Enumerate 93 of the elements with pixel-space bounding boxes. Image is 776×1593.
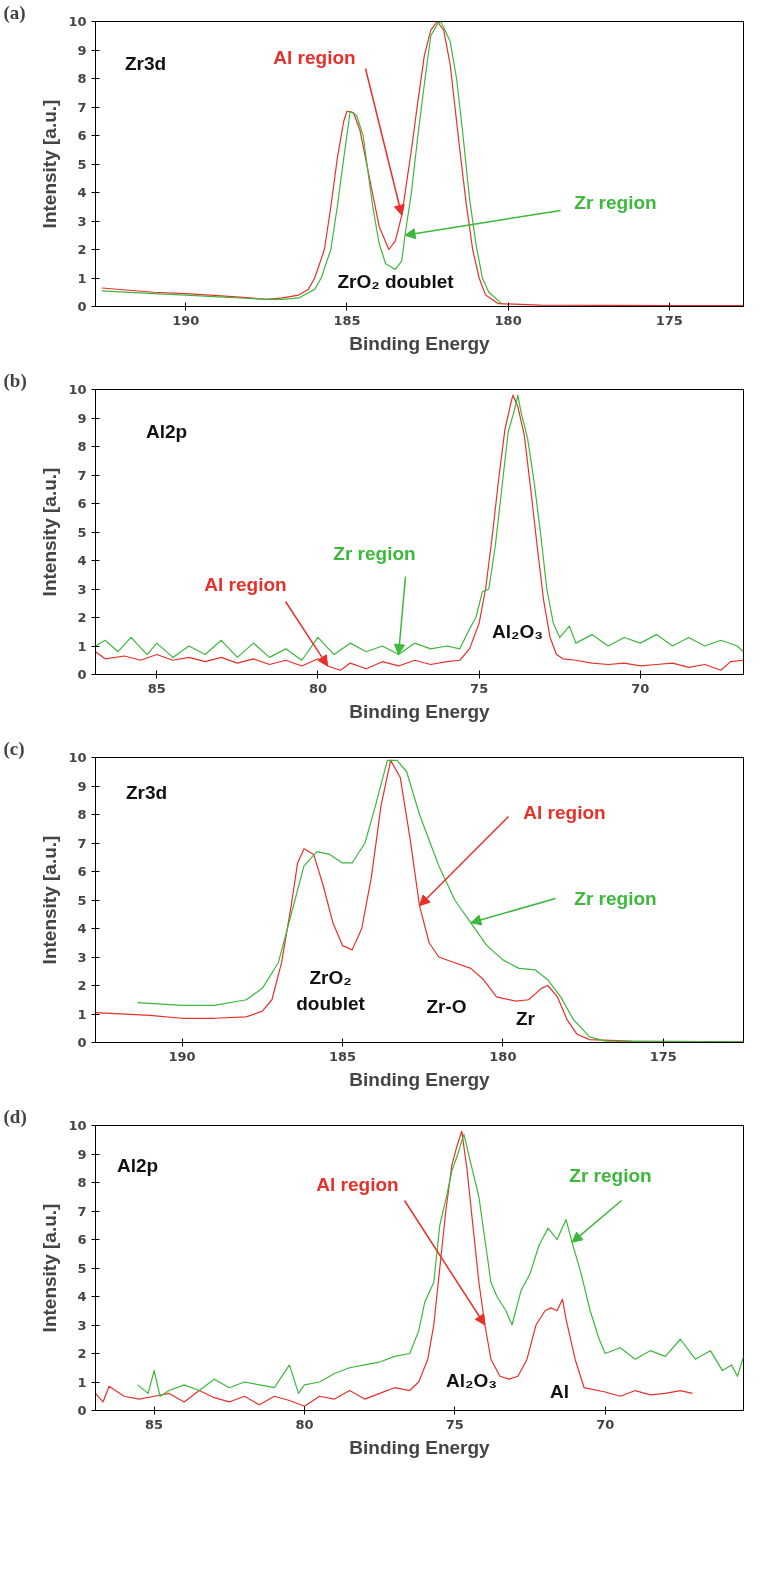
annotation: Al2p [116, 1155, 159, 1176]
y-tick-label: 6 [77, 128, 87, 143]
annotation: Al region [273, 47, 356, 68]
y-tick-label: 7 [77, 99, 87, 115]
x-tick-label: 175 [649, 1048, 677, 1064]
y-tick-label: 3 [77, 1317, 87, 1333]
y-tick-label: 8 [77, 71, 87, 86]
annotation: Zr region [569, 1165, 652, 1186]
line-series [101, 21, 744, 307]
x-tick-label: 80 [308, 680, 327, 696]
x-tick-label: 190 [168, 1048, 196, 1064]
line-series [95, 1130, 693, 1407]
y-tick-label: 5 [77, 156, 87, 172]
y-axis-title: Intensity [a.u.] [39, 99, 61, 229]
y-tick-label: 9 [77, 1146, 87, 1162]
annotation: Al2p [145, 421, 188, 442]
y-tick-label: 6 [77, 1232, 87, 1247]
y-tick-label: 2 [77, 242, 87, 257]
y-tick-label: 10 [68, 1118, 87, 1133]
y-tick-label: 5 [77, 892, 87, 908]
y-tick-label: 2 [77, 610, 87, 625]
x-tick-label: 190 [172, 312, 200, 328]
y-tick-label: 8 [77, 439, 87, 454]
x-tick-label: 175 [655, 312, 683, 328]
y-tick-label: 3 [77, 581, 87, 597]
x-axis-title: Binding Energy [349, 1436, 491, 1458]
annotation: Al region [523, 802, 606, 823]
annotation: Al₂O₃ [446, 1370, 498, 1391]
x-tick-label: 75 [470, 680, 489, 696]
y-tick-label: 0 [77, 299, 87, 314]
y-tick-label: 4 [77, 921, 87, 936]
y-tick-label: 0 [77, 1035, 87, 1050]
annotation: Zr-O [426, 996, 467, 1017]
y-tick-label: 2 [77, 978, 87, 993]
annotation: Zr3d [125, 782, 168, 803]
annotation: ZrO₂ doublet [296, 967, 366, 1014]
x-tick-label: 75 [445, 1416, 464, 1432]
annotation: Al₂O₃ [492, 621, 544, 642]
annotation: Zr region [333, 543, 416, 564]
y-tick-label: 0 [77, 1403, 87, 1418]
y-axis-title: Intensity [a.u.] [39, 1203, 61, 1333]
y-tick-label: 9 [77, 778, 87, 794]
y-tick-label: 7 [77, 1203, 87, 1219]
y-tick-label: 8 [77, 807, 87, 822]
annotation: Al [550, 1381, 569, 1402]
y-tick-label: 0 [77, 667, 87, 682]
y-tick-label: 9 [77, 42, 87, 58]
x-axis-title: Binding Energy [349, 332, 491, 354]
annotation: ZrO₂ doublet [337, 271, 455, 292]
chart-title: (d) [3, 1105, 27, 1128]
annotation: Zr region [574, 192, 657, 213]
x-tick-label: 80 [295, 1416, 314, 1432]
x-tick-label: 70 [596, 1416, 615, 1432]
y-tick-label: 10 [68, 14, 87, 29]
y-tick-label: 10 [68, 750, 87, 765]
annotation: Zr3d [124, 53, 167, 74]
y-tick-label: 1 [77, 1374, 87, 1390]
x-tick-label: 185 [333, 312, 361, 328]
y-tick-label: 4 [77, 553, 87, 568]
chart-title: (b) [3, 369, 27, 392]
annotation: Zr region [574, 888, 657, 909]
x-tick-label: 180 [494, 312, 522, 328]
y-tick-label: 3 [77, 949, 87, 965]
y-tick-label: 6 [77, 496, 87, 511]
y-tick-label: 1 [77, 1006, 87, 1022]
x-tick-label: 180 [489, 1048, 517, 1064]
y-axis-title: Intensity [a.u.] [39, 835, 61, 965]
y-tick-label: 10 [68, 382, 87, 397]
y-tick-label: 6 [77, 864, 87, 879]
x-tick-label: 185 [328, 1048, 357, 1064]
x-axis-title: Binding Energy [349, 1068, 491, 1090]
y-tick-label: 5 [77, 524, 87, 540]
annotation: Zr [516, 1008, 536, 1029]
chart-title: (c) [3, 737, 25, 760]
y-tick-label: 1 [77, 638, 87, 654]
y-tick-label: 4 [77, 1289, 87, 1304]
y-tick-label: 8 [77, 1175, 87, 1190]
x-tick-label: 85 [147, 680, 166, 696]
x-tick-label: 85 [145, 1416, 164, 1432]
y-tick-label: 3 [77, 213, 87, 229]
annotation: Al region [316, 1174, 399, 1195]
y-tick-label: 7 [77, 467, 87, 483]
y-tick-label: 1 [77, 270, 87, 286]
annotation: Al region [204, 574, 287, 595]
x-axis-title: Binding Energy [349, 700, 491, 722]
chart-title: (a) [3, 1, 26, 24]
y-tick-label: 4 [77, 185, 87, 200]
y-axis-title: Intensity [a.u.] [39, 467, 61, 597]
y-tick-label: 9 [77, 410, 87, 426]
y-tick-label: 2 [77, 1346, 87, 1361]
y-tick-label: 7 [77, 835, 87, 851]
y-tick-label: 5 [77, 1260, 87, 1276]
x-tick-label: 70 [631, 680, 650, 696]
